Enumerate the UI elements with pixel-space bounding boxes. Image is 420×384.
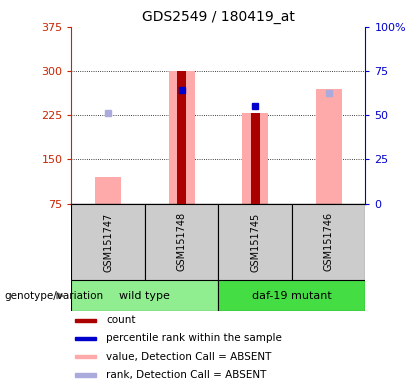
- Bar: [75, 337, 96, 340]
- Text: GSM151745: GSM151745: [250, 212, 260, 271]
- Bar: [218, 204, 292, 280]
- Bar: [145, 204, 218, 280]
- Text: rank, Detection Call = ABSENT: rank, Detection Call = ABSENT: [106, 370, 267, 380]
- Text: daf-19 mutant: daf-19 mutant: [252, 291, 332, 301]
- Bar: [71, 204, 145, 280]
- Text: GSM151748: GSM151748: [177, 212, 186, 271]
- Bar: [169, 71, 194, 204]
- Bar: [177, 71, 186, 204]
- Bar: [95, 177, 121, 204]
- Bar: [292, 204, 365, 280]
- Bar: [75, 373, 96, 377]
- Bar: [242, 113, 268, 204]
- Bar: [75, 355, 96, 358]
- Bar: [75, 318, 96, 322]
- Title: GDS2549 / 180419_at: GDS2549 / 180419_at: [142, 10, 295, 25]
- Text: percentile rank within the sample: percentile rank within the sample: [106, 333, 282, 343]
- Bar: [71, 280, 218, 311]
- Text: genotype/variation: genotype/variation: [4, 291, 103, 301]
- Bar: [251, 113, 260, 204]
- Text: GSM151747: GSM151747: [103, 212, 113, 271]
- Text: wild type: wild type: [119, 291, 171, 301]
- Bar: [218, 280, 365, 311]
- Bar: [316, 89, 341, 204]
- Text: value, Detection Call = ABSENT: value, Detection Call = ABSENT: [106, 352, 272, 362]
- Text: count: count: [106, 315, 136, 325]
- Text: GSM151746: GSM151746: [324, 212, 333, 271]
